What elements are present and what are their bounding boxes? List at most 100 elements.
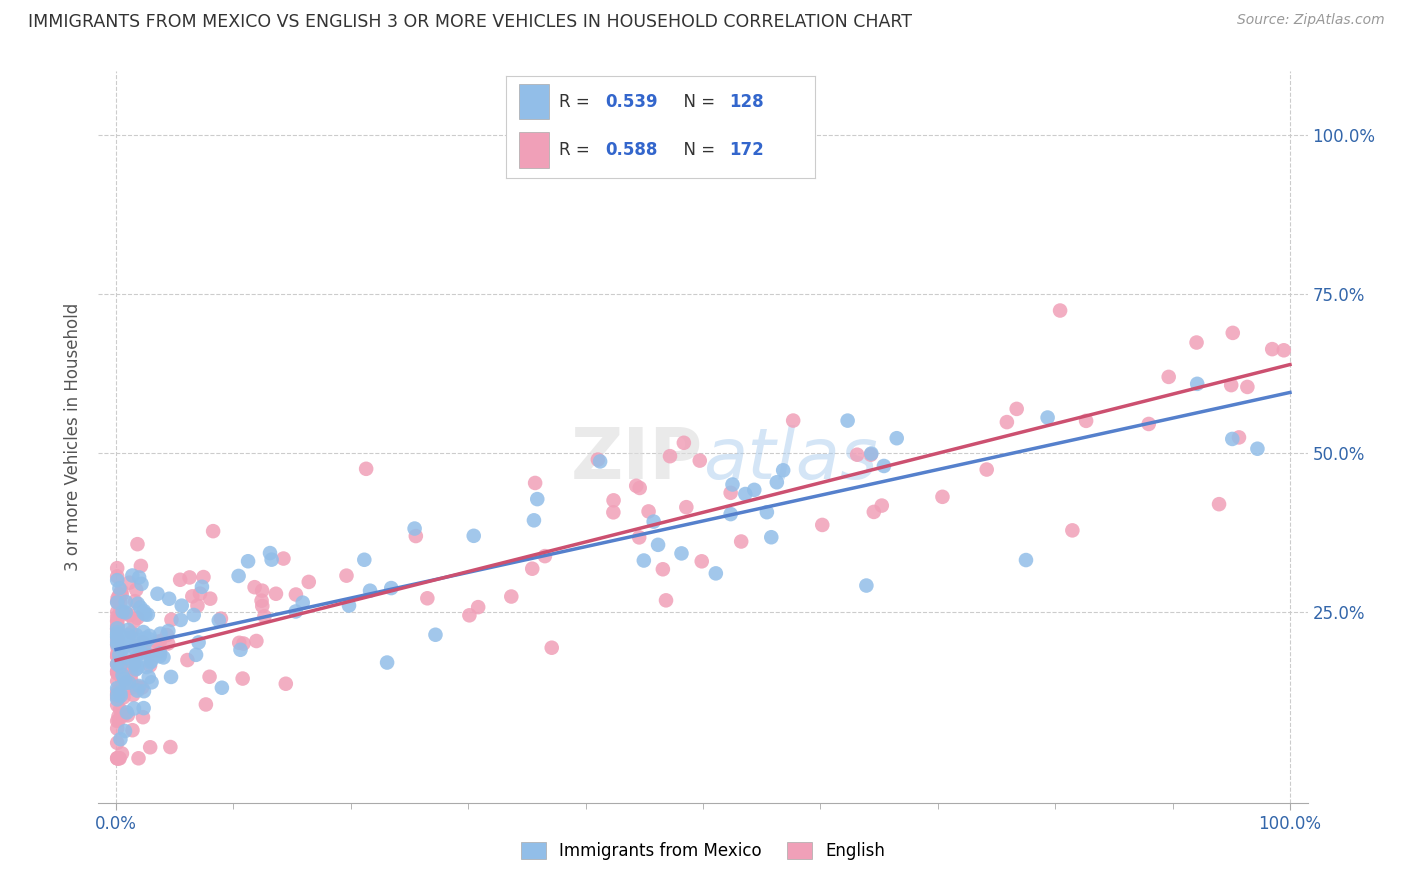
Point: [125, 651, 148, 665]
Point: [129, 643, 152, 657]
Point: [291, 596, 314, 610]
Legend: Immigrants from Mexico, English: Immigrants from Mexico, English: [520, 842, 886, 860]
Point: [128, 679, 150, 693]
Point: [134, 607, 156, 622]
Point: [105, 595, 128, 609]
Point: [117, 708, 139, 723]
Point: [125, 658, 148, 673]
Point: [183, 607, 205, 622]
Point: [108, 648, 131, 662]
Point: [107, 592, 129, 607]
Point: [467, 600, 489, 615]
Point: [245, 634, 267, 648]
Point: [114, 606, 136, 620]
Point: [105, 687, 128, 701]
Point: [1236, 380, 1258, 394]
Point: [105, 561, 128, 575]
Point: [359, 583, 381, 598]
Point: [742, 483, 765, 497]
Point: [107, 714, 129, 728]
Point: [236, 554, 259, 568]
Text: Source: ZipAtlas.com: Source: ZipAtlas.com: [1237, 13, 1385, 28]
Point: [129, 646, 152, 660]
Point: [637, 504, 659, 518]
Point: [105, 573, 128, 587]
Point: [125, 628, 148, 642]
Point: [232, 672, 254, 686]
Point: [734, 487, 756, 501]
Point: [122, 688, 145, 702]
Point: [149, 647, 172, 661]
Point: [855, 578, 877, 592]
Point: [284, 588, 307, 602]
Point: [193, 570, 215, 584]
Point: [124, 657, 146, 671]
Point: [105, 648, 128, 663]
Point: [1185, 335, 1208, 350]
Point: [105, 690, 128, 705]
Point: [526, 492, 548, 507]
Point: [157, 636, 180, 650]
Point: [132, 604, 155, 618]
Point: [243, 580, 266, 594]
Point: [105, 657, 128, 672]
Point: [188, 586, 211, 600]
Point: [105, 665, 128, 679]
Point: [647, 538, 669, 552]
Point: [1272, 343, 1295, 358]
Point: [655, 593, 678, 607]
Point: [112, 708, 135, 723]
Point: [976, 462, 998, 476]
Point: [105, 628, 128, 642]
Point: [139, 740, 162, 755]
Point: [105, 664, 128, 678]
Point: [121, 723, 143, 738]
Point: [730, 534, 752, 549]
Text: N =: N =: [673, 141, 720, 159]
Point: [149, 649, 172, 664]
Point: [107, 751, 129, 765]
Point: [129, 600, 152, 615]
Point: [1062, 524, 1084, 538]
Point: [114, 724, 136, 739]
Point: [105, 665, 128, 679]
Text: 128: 128: [728, 93, 763, 111]
Point: [149, 644, 172, 658]
Point: [111, 747, 134, 761]
Point: [110, 658, 132, 673]
Point: [105, 681, 128, 695]
Point: [141, 644, 163, 658]
Bar: [519, 84, 550, 120]
Point: [107, 657, 129, 672]
Point: [202, 524, 225, 538]
Point: [659, 449, 682, 463]
Y-axis label: 3 or more Vehicles in Household: 3 or more Vehicles in Household: [65, 303, 83, 571]
Point: [689, 453, 711, 467]
Point: [1227, 430, 1250, 444]
Point: [523, 513, 546, 527]
Point: [105, 638, 128, 652]
Point: [534, 549, 557, 563]
Point: [105, 605, 128, 619]
Point: [105, 622, 128, 636]
Point: [337, 599, 360, 613]
Point: [139, 654, 162, 668]
Text: N =: N =: [673, 93, 720, 111]
Point: [139, 648, 162, 663]
Point: [886, 431, 908, 445]
Point: [132, 684, 155, 698]
Point: [184, 648, 207, 662]
Point: [105, 619, 128, 633]
Point: [105, 692, 128, 706]
Point: [690, 554, 713, 568]
Point: [105, 688, 128, 702]
Point: [643, 515, 665, 529]
Point: [1246, 442, 1268, 456]
Point: [228, 636, 250, 650]
Point: [122, 701, 145, 715]
Point: [132, 645, 155, 659]
Point: [766, 475, 789, 490]
Point: [170, 599, 193, 613]
Point: [157, 624, 180, 638]
Point: [118, 575, 141, 590]
